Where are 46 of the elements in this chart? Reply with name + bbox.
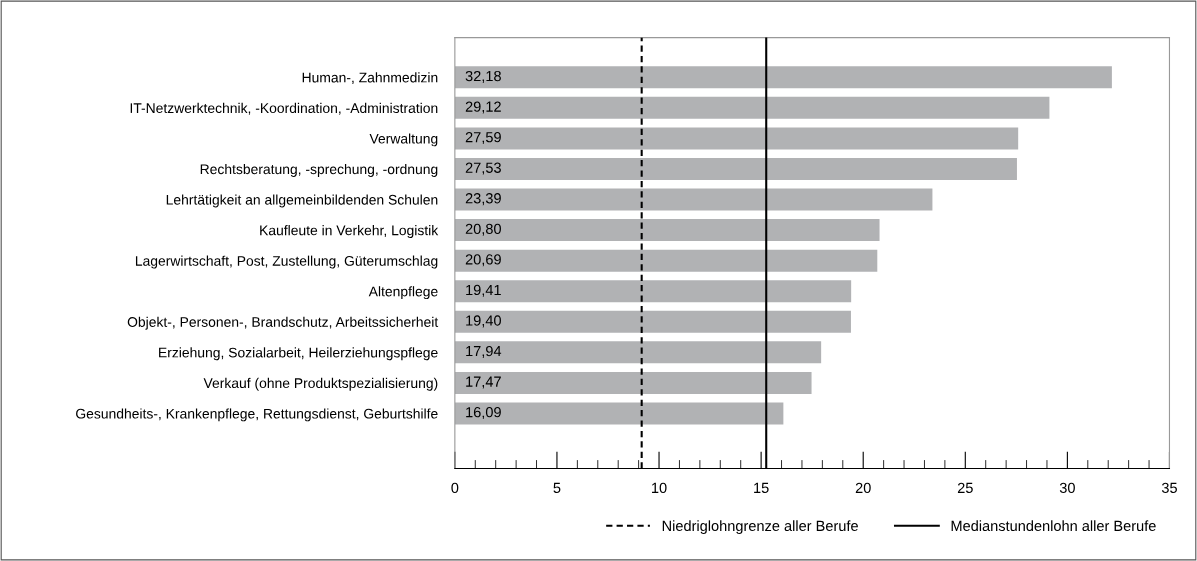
bar <box>454 66 1112 89</box>
bar <box>454 310 851 333</box>
x-tick-label: 5 <box>553 482 561 494</box>
y-tick-label: Human-, Zahnmedizin <box>302 72 438 85</box>
bar <box>454 341 822 364</box>
bar <box>454 127 1019 150</box>
data-label: 27,53 <box>465 162 501 175</box>
legend-label: Medianstundenlohn aller Berufe <box>951 520 1156 532</box>
bar <box>454 219 880 242</box>
y-tick-label: Erziehung, Sozialarbeit, Heilerziehungspflege <box>159 347 438 361</box>
data-label: 27,59 <box>465 132 501 145</box>
y-tick-label: Verwaltung <box>369 133 438 147</box>
legend-label: Niedriglohngrenze aller Berufe <box>662 520 858 534</box>
data-label: 19,40 <box>466 315 501 328</box>
y-tick-label: Gesundheits-, Krankenpflege, Rettungsdienst, Geburtshilfe <box>76 408 438 422</box>
bar <box>454 188 933 211</box>
data-label: 23,39 <box>465 193 501 206</box>
data-label: 17,94 <box>466 345 502 358</box>
bar <box>454 157 1017 180</box>
y-tick-label: IT-Netzwerktechnik, -Koordination, -Administration <box>130 102 438 115</box>
x-tick-label: 0 <box>451 482 459 494</box>
y-tick-label: Lehrtätigkeit an allgemeinbildenden Schulen <box>166 194 438 208</box>
data-label: 32,18 <box>465 70 501 83</box>
data-label: 16,09 <box>466 407 501 420</box>
bar <box>454 249 878 272</box>
bar <box>454 371 812 394</box>
data-label: 19,41 <box>466 284 501 297</box>
bar <box>454 402 784 425</box>
y-tick-label: Kaufleute in Verkehr, Logistik <box>260 225 439 239</box>
data-label: 20,69 <box>465 254 501 267</box>
y-tick-label: Altenpflege <box>368 286 438 300</box>
x-tick-label: 15 <box>754 482 769 494</box>
bar <box>454 280 852 303</box>
x-tick-label: 20 <box>855 482 871 494</box>
y-tick-label: Verkauf (ohne Produktspezialisierung) <box>203 377 438 391</box>
bar <box>454 96 1050 119</box>
y-tick-label: Rechtsberatung, -sprechung, -ordnung <box>200 163 438 177</box>
y-tick-label: Objekt-, Personen-, Brandschutz, Arbeitssicherheit <box>127 316 439 330</box>
x-tick-label: 25 <box>957 482 973 494</box>
data-label: 20,80 <box>465 223 501 236</box>
data-label: 17,47 <box>466 376 501 389</box>
x-tick-label: 10 <box>652 482 667 494</box>
data-label: 29,12 <box>465 101 501 114</box>
x-tick-label: 30 <box>1059 482 1075 494</box>
x-tick-label: 35 <box>1161 482 1177 494</box>
y-tick-label: Lagerwirtschaft, Post, Zustellung, Güterumschlag <box>135 255 438 269</box>
